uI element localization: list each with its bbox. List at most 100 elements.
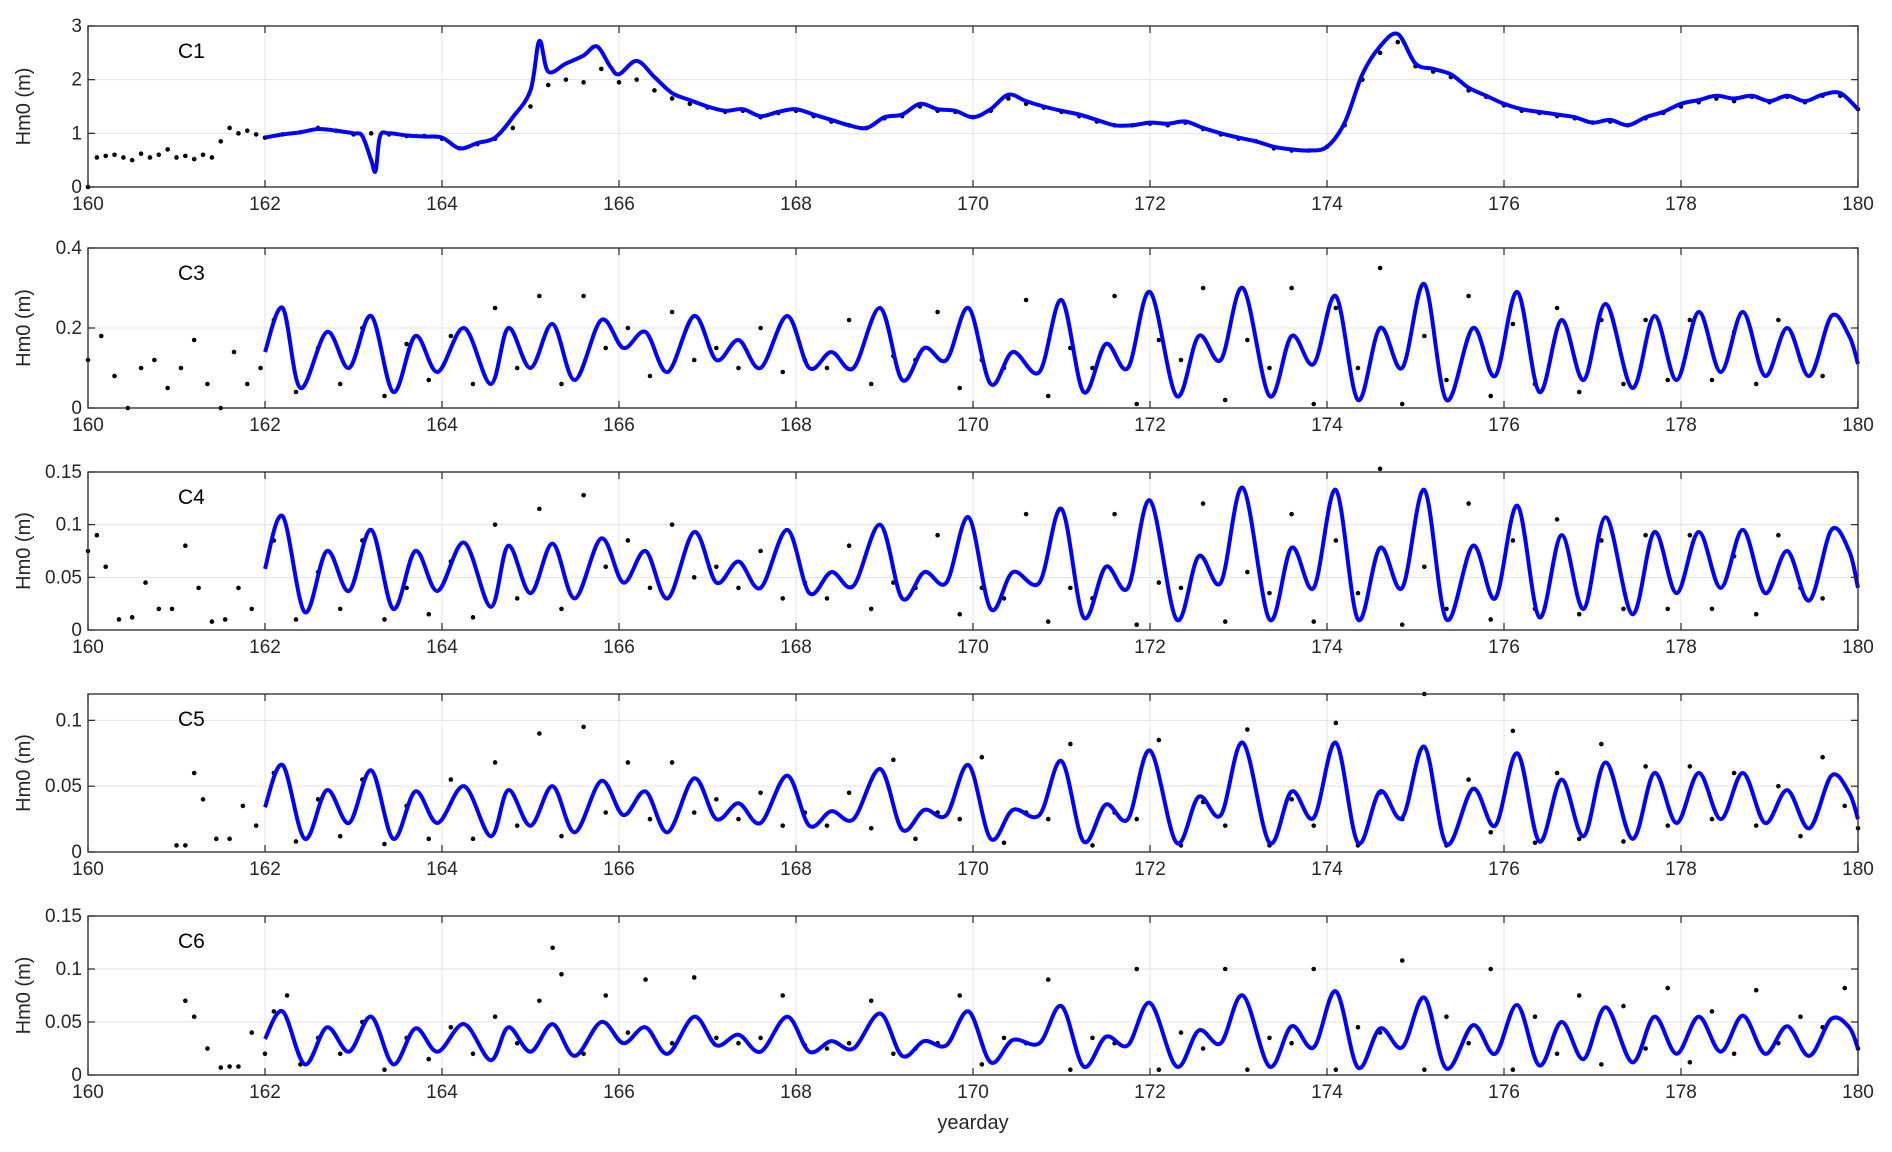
panels-container: 160 162 164 166 168 170 172 174 176 178 180 0 1 2 3 Hm0… bbox=[13, 16, 1874, 1103]
x-tick-label: 176 bbox=[1488, 415, 1520, 436]
observed-point bbox=[603, 345, 609, 351]
observed-point bbox=[559, 381, 564, 387]
observed-point bbox=[382, 617, 387, 622]
observed-point bbox=[169, 606, 175, 612]
observed-point bbox=[691, 975, 697, 980]
x-tick-label: 174 bbox=[1311, 859, 1343, 880]
observed-point bbox=[1045, 393, 1051, 399]
observed-point bbox=[868, 826, 874, 831]
observed-point bbox=[492, 1014, 498, 1019]
observed-point bbox=[935, 309, 940, 315]
observed-point bbox=[1687, 532, 1693, 538]
observed-point bbox=[1134, 966, 1140, 972]
observed-point bbox=[1355, 365, 1361, 371]
observed-point bbox=[337, 381, 343, 387]
observed-point bbox=[94, 532, 100, 538]
observed-point bbox=[1156, 737, 1162, 743]
observed-point bbox=[112, 152, 117, 158]
observed-point bbox=[1665, 377, 1671, 383]
observed-point bbox=[669, 309, 675, 315]
x-tick-label: 172 bbox=[1134, 194, 1166, 215]
observed-point bbox=[957, 385, 963, 391]
observed-point bbox=[1222, 619, 1228, 624]
y-tick-label: 0.1 bbox=[56, 959, 82, 980]
panel-c1: 160 162 164 166 168 170 172 174 176 178 180 0 1 2 3 Hm0… bbox=[13, 16, 1874, 215]
observed-point bbox=[1068, 741, 1073, 747]
observed-point bbox=[1709, 1009, 1715, 1014]
observed-point bbox=[1422, 1067, 1427, 1072]
observed-point bbox=[1709, 377, 1715, 383]
observed-point bbox=[240, 803, 246, 809]
observed-point bbox=[200, 797, 206, 802]
observed-point bbox=[200, 152, 206, 158]
observed-point bbox=[1156, 1067, 1162, 1072]
x-tick-label: 180 bbox=[1842, 1082, 1874, 1103]
observed-point bbox=[227, 1064, 232, 1069]
observed-point bbox=[1709, 606, 1715, 612]
observed-point bbox=[1178, 357, 1184, 363]
observed-point bbox=[1466, 777, 1471, 782]
observed-point bbox=[1731, 1051, 1737, 1057]
panel-c4: 160 162 164 166 168 170 172 174 176 178 180 0 0.05 0.… bbox=[13, 462, 1874, 658]
observed-point bbox=[1023, 511, 1029, 517]
observed-point bbox=[1112, 511, 1117, 517]
observed-point bbox=[1510, 321, 1516, 327]
observed-point bbox=[1466, 1040, 1471, 1046]
observed-point bbox=[1753, 987, 1759, 993]
observed-point bbox=[152, 357, 157, 363]
observed-point bbox=[736, 365, 741, 371]
observed-point bbox=[1444, 377, 1449, 383]
observed-point bbox=[1399, 958, 1405, 963]
observed-point bbox=[1709, 816, 1715, 822]
observed-point bbox=[1576, 993, 1582, 998]
observed-point bbox=[1112, 293, 1117, 299]
observed-point bbox=[1267, 590, 1272, 596]
x-tick-label: 178 bbox=[1665, 1082, 1697, 1103]
observed-point bbox=[1576, 389, 1582, 395]
x-tick-label: 172 bbox=[1134, 1082, 1166, 1103]
observed-point bbox=[1001, 840, 1007, 846]
observed-point bbox=[1665, 606, 1671, 612]
observed-point bbox=[537, 998, 542, 1004]
observed-point bbox=[1665, 985, 1671, 991]
model-series-line bbox=[263, 485, 1860, 623]
observed-point bbox=[138, 365, 144, 371]
observed-series bbox=[174, 691, 1861, 848]
observed-point bbox=[368, 131, 374, 136]
x-tick-label: 178 bbox=[1665, 859, 1697, 880]
observed-point bbox=[714, 1035, 719, 1041]
observed-point bbox=[1621, 381, 1626, 387]
observed-point bbox=[258, 365, 263, 371]
x-tick-label: 170 bbox=[957, 859, 989, 880]
observed-point bbox=[758, 325, 763, 331]
observed-point bbox=[214, 836, 219, 842]
observed-point bbox=[249, 606, 255, 612]
x-tick-label: 162 bbox=[249, 859, 281, 880]
observed-point bbox=[714, 797, 719, 802]
panel-label: C6 bbox=[178, 930, 205, 953]
panel-c6: 160 162 164 166 168 170 172 174 176 178 180 0 0.05 0.… bbox=[13, 906, 1874, 1103]
observed-point bbox=[691, 357, 697, 363]
observed-point bbox=[563, 77, 569, 82]
observed-point bbox=[1422, 333, 1427, 339]
observed-point bbox=[103, 153, 108, 159]
observed-point bbox=[868, 606, 874, 612]
observed-point bbox=[174, 843, 179, 848]
x-tick-label: 170 bbox=[957, 637, 989, 658]
x-tick-label: 174 bbox=[1311, 415, 1343, 436]
observed-point bbox=[758, 548, 763, 554]
observed-point bbox=[1156, 337, 1162, 343]
x-tick-label: 164 bbox=[426, 194, 458, 215]
observed-point bbox=[492, 522, 498, 527]
observed-point bbox=[957, 611, 963, 617]
observed-point bbox=[714, 345, 719, 351]
observed-point bbox=[1200, 285, 1206, 291]
observed-point bbox=[528, 104, 533, 109]
x-tick-label: 166 bbox=[603, 859, 635, 880]
observed-point bbox=[1222, 966, 1228, 972]
observed-point bbox=[1554, 770, 1560, 776]
x-tick-label: 168 bbox=[780, 1082, 812, 1103]
observed-point bbox=[253, 823, 259, 828]
observed-point bbox=[537, 731, 542, 736]
